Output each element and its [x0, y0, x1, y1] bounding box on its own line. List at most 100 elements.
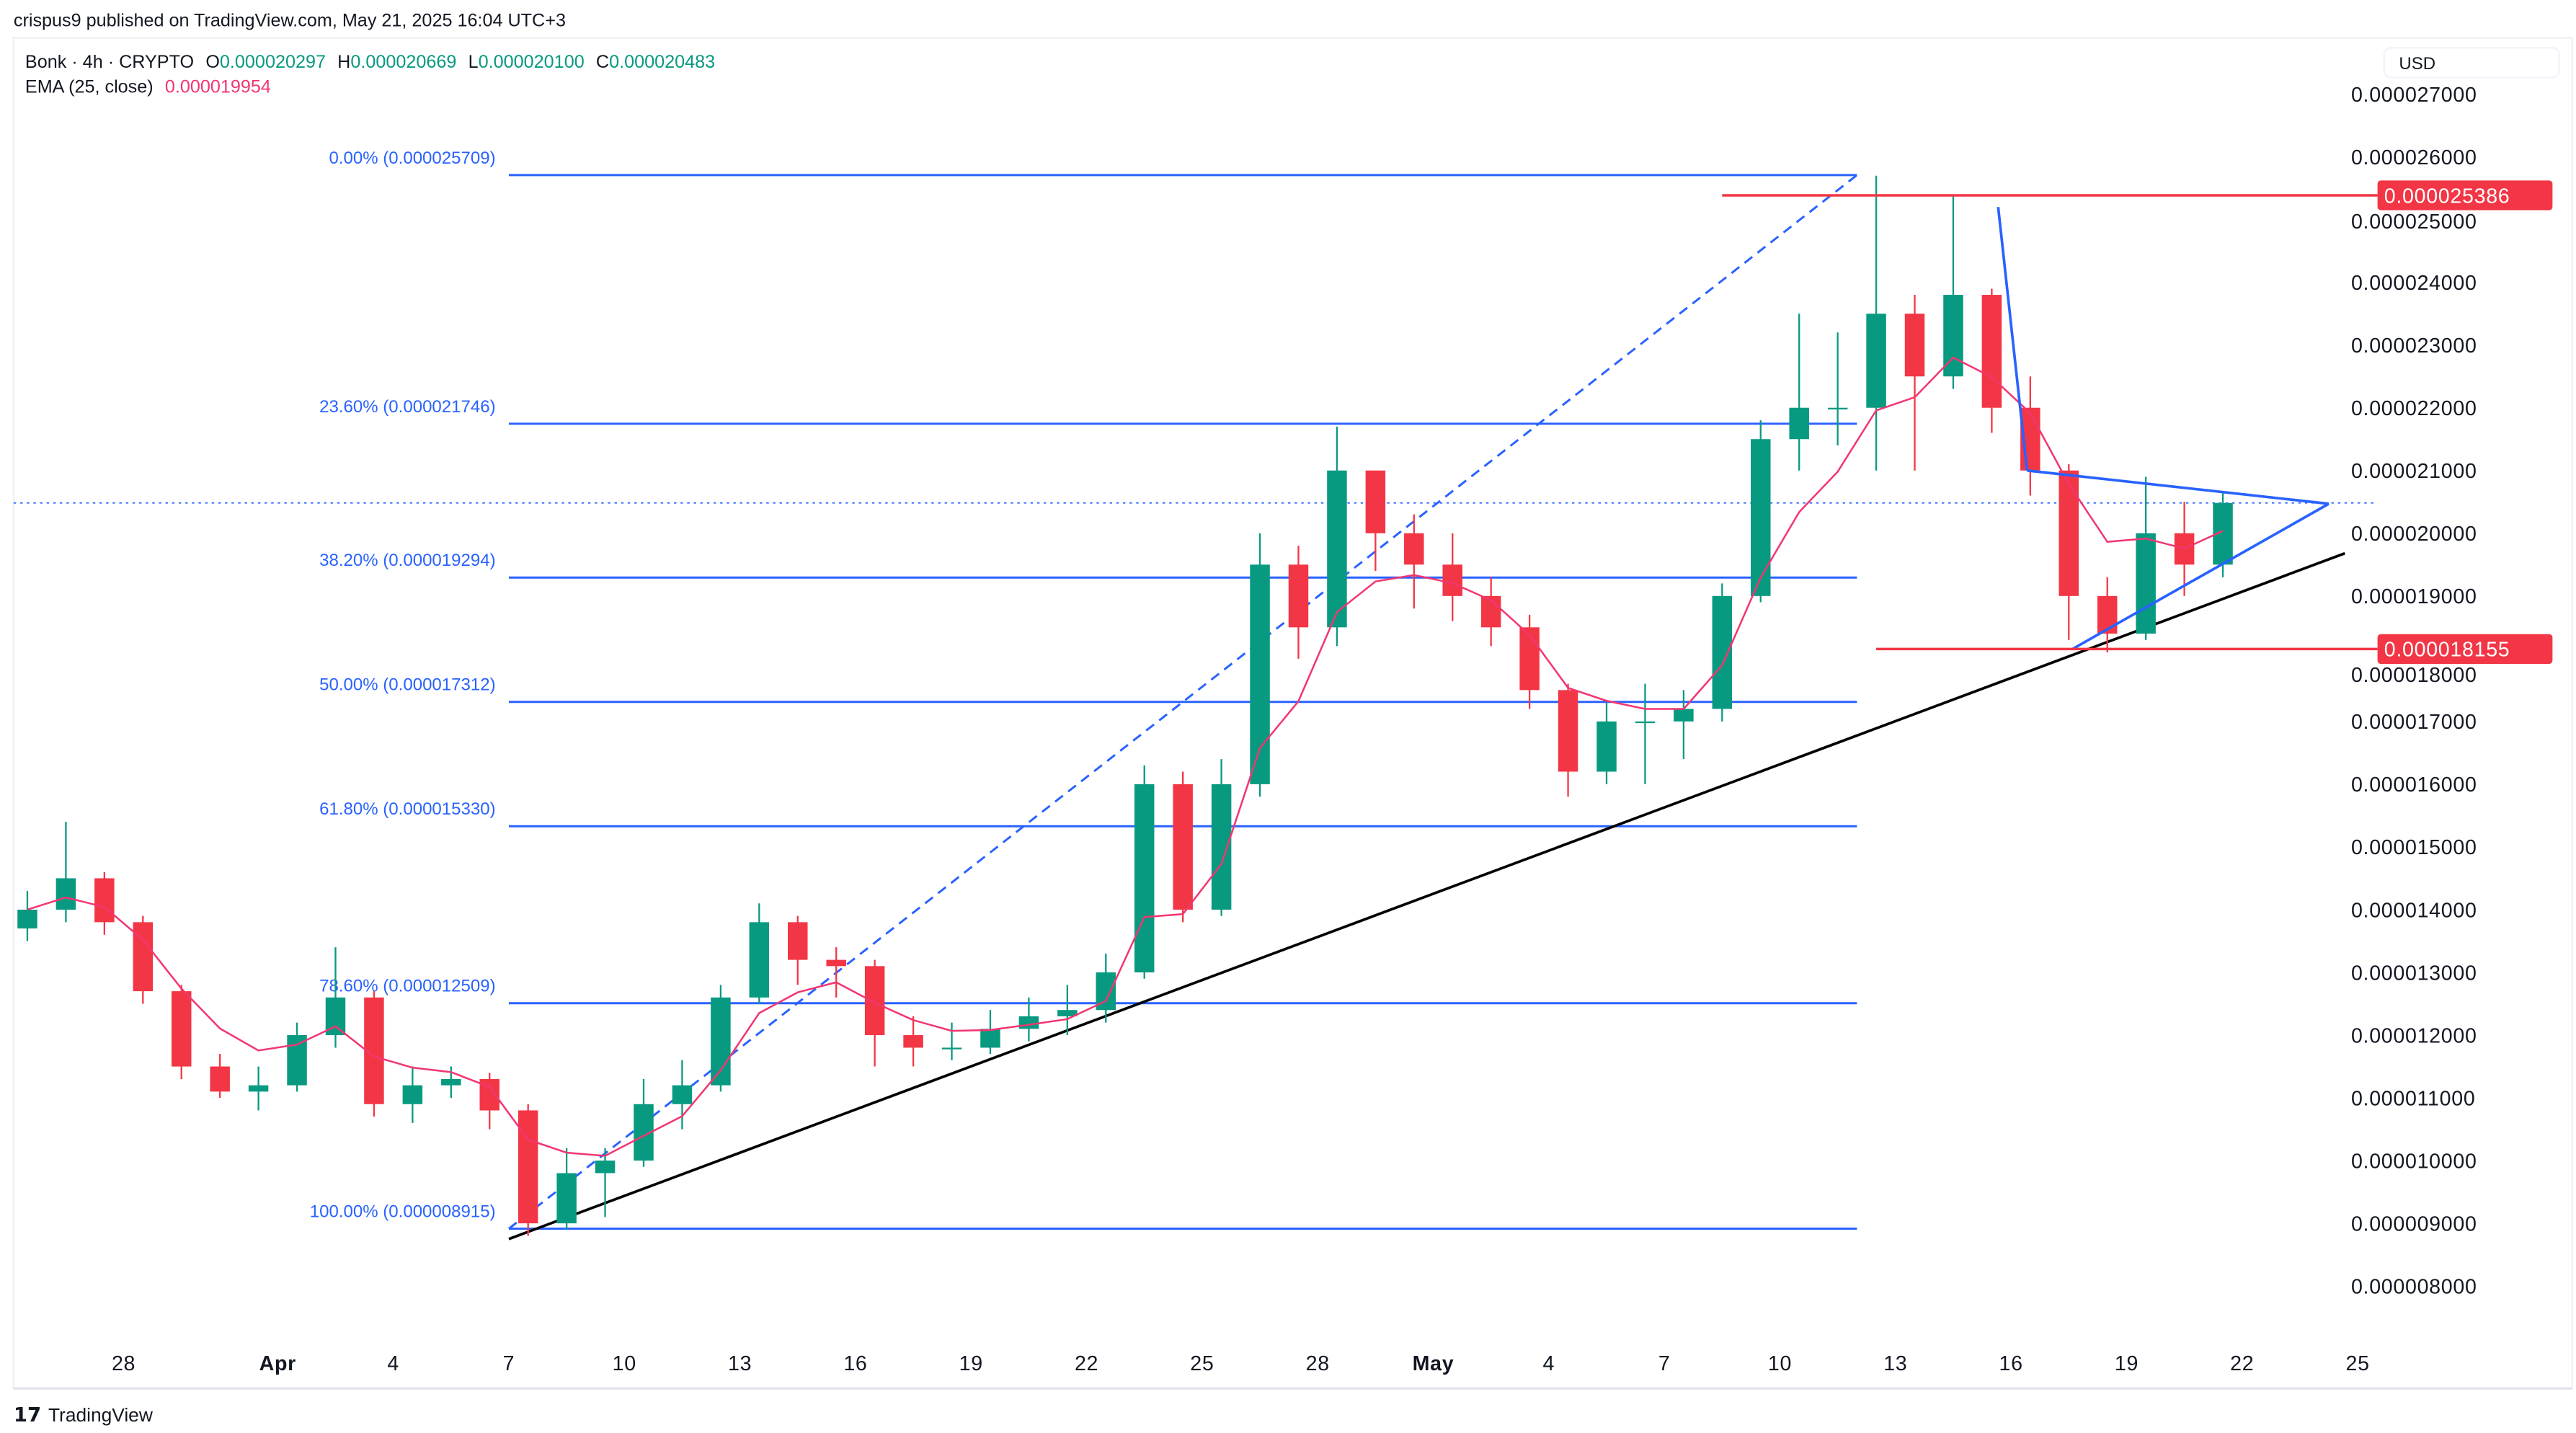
candle-body [711, 997, 731, 1086]
x-tick-label: 10 [613, 1352, 636, 1375]
ema-label: EMA (25, close) [25, 76, 154, 97]
high-value: 0.000020669 [350, 52, 456, 72]
price-label-badge [2377, 180, 2553, 210]
x-tick-label: 28 [1306, 1352, 1330, 1375]
fib-trend-dashed-line [508, 174, 1858, 1230]
candle-body [248, 1085, 269, 1092]
y-tick-label: 0.000013000 [2351, 962, 2477, 985]
fib-level-label: 50.00% (0.000017312) [319, 675, 496, 695]
price-label-text: 0.000025386 [2384, 185, 2510, 208]
tradingview-logo[interactable]: 𝟭𝟳 TradingView [14, 1403, 154, 1426]
x-tick-label: 10 [1768, 1352, 1792, 1375]
candle-body [1365, 470, 1386, 533]
candle-body [55, 878, 76, 910]
y-tick-label: 0.000008000 [2351, 1275, 2477, 1298]
candle-body [1674, 709, 1694, 722]
y-tick-label: 0.000011000 [2351, 1087, 2476, 1110]
tv-logo-text: TradingView [48, 1404, 154, 1426]
candle-body [2058, 470, 2079, 596]
candle-body [94, 878, 115, 923]
y-tick-label: 0.000026000 [2351, 146, 2477, 169]
y-tick-label: 0.000025000 [2351, 210, 2477, 234]
y-tick-label: 0.000022000 [2351, 397, 2477, 420]
x-tick-label: 13 [1883, 1352, 1907, 1375]
candle-body [826, 959, 846, 967]
x-tick-label: Apr [259, 1352, 296, 1375]
high-label: H [337, 52, 350, 72]
y-tick-label: 0.000016000 [2351, 773, 2477, 797]
fib-level-label: 61.80% (0.000015330) [319, 799, 496, 819]
legend: Bonk · 4h · CRYPTO O0.000020297 H0.00002… [25, 52, 715, 97]
x-tick-label: 25 [1190, 1352, 1214, 1375]
candle-body [402, 1085, 423, 1104]
candle-body [1904, 314, 1925, 377]
price-label-text: 0.000018155 [2384, 639, 2510, 662]
candle-body [17, 909, 37, 929]
plot-area[interactable]: 0.0000270000.0000260000.0000250000.00002… [13, 84, 2553, 1375]
y-tick-label: 0.000023000 [2351, 334, 2477, 358]
tv-logo-icon: 𝟭𝟳 [14, 1403, 41, 1426]
candle-body [749, 922, 770, 998]
triangle-lower-line [2071, 502, 2329, 651]
chart-pane-border [12, 37, 2574, 1390]
x-tick-label: 4 [1543, 1352, 1555, 1375]
price-label-badge [2377, 634, 2553, 664]
candle-body [1558, 690, 1578, 772]
y-tick-label: 0.000021000 [2351, 460, 2477, 483]
currency-button[interactable]: USD [2383, 47, 2560, 79]
candle-body [903, 1035, 923, 1048]
ema-line [27, 356, 2224, 1157]
triangle-pole-line [1997, 207, 2029, 471]
candle-body [1981, 295, 2002, 408]
y-tick-label: 0.000017000 [2351, 711, 2477, 734]
y-tick-label: 0.000018000 [2351, 664, 2477, 687]
y-tick-label: 0.000010000 [2351, 1150, 2477, 1173]
y-tick-label: 0.000009000 [2351, 1212, 2477, 1235]
candle-body [556, 1173, 577, 1224]
candle-body [1596, 721, 1617, 772]
x-tick-label: 22 [2230, 1352, 2254, 1375]
candle-body [1211, 784, 1232, 910]
publish-line: crispus9 published on TradingView.com, M… [14, 11, 566, 31]
candle-body [1404, 533, 1424, 565]
candle-body [133, 922, 154, 992]
candle-body [1866, 314, 1886, 408]
x-tick-label: 22 [1075, 1352, 1098, 1375]
low-label: L [468, 52, 479, 72]
fib-level-label: 100.00% (0.000008915) [310, 1202, 496, 1221]
x-tick-label: 13 [728, 1352, 752, 1375]
x-tick-label: May [1413, 1352, 1454, 1375]
candle-body [1712, 595, 1733, 709]
x-tick-label: 4 [387, 1352, 399, 1375]
close-value: 0.000020483 [609, 52, 715, 72]
currency-label: USD [2399, 54, 2435, 74]
x-tick-label: 7 [503, 1352, 515, 1375]
candle-body [171, 991, 192, 1067]
x-tick-label: 19 [959, 1352, 983, 1375]
ema-value: 0.000019954 [165, 76, 271, 97]
candle-body [788, 922, 808, 960]
candle-body [941, 1047, 962, 1050]
x-tick-label: 7 [1658, 1352, 1671, 1375]
candle-body [595, 1161, 616, 1174]
y-tick-label: 0.000027000 [2351, 84, 2477, 107]
y-tick-label: 0.000014000 [2351, 899, 2477, 922]
fib-level-label: 0.00% (0.000025709) [329, 148, 495, 168]
ascending-trendline [508, 551, 2345, 1241]
x-tick-label: 16 [843, 1352, 867, 1375]
x-tick-label: 25 [2345, 1352, 2369, 1375]
open-value: 0.000020297 [220, 52, 326, 72]
candle-body [1789, 407, 1809, 440]
y-tick-label: 0.000020000 [2351, 523, 2477, 546]
fib-level-label: 78.60% (0.000012509) [319, 977, 496, 996]
legend-ema: EMA (25, close) 0.000019954 [25, 76, 271, 97]
candle-body [1134, 784, 1155, 972]
candle-body [1288, 564, 1309, 628]
candle-body [1250, 564, 1270, 784]
candle-body [1635, 721, 1656, 724]
y-tick-label: 0.000019000 [2351, 585, 2477, 608]
triangle-upper-line [2027, 469, 2329, 505]
candle-body [1327, 470, 1347, 628]
x-tick-label: 19 [2115, 1352, 2138, 1375]
